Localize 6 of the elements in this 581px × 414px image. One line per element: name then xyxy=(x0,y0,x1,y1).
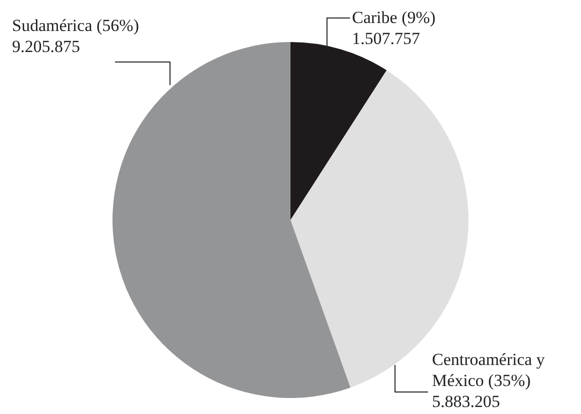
slice-label: Sudamérica (56%) xyxy=(12,16,139,35)
data-label: 5.883.205 xyxy=(432,392,500,411)
data-label: 1.507.757 xyxy=(352,28,420,48)
slice-label: Centroamérica y México (35%) xyxy=(432,350,546,390)
data-label: 9.205.875 xyxy=(12,36,80,56)
slice-label: Caribe (9%) xyxy=(352,8,436,27)
